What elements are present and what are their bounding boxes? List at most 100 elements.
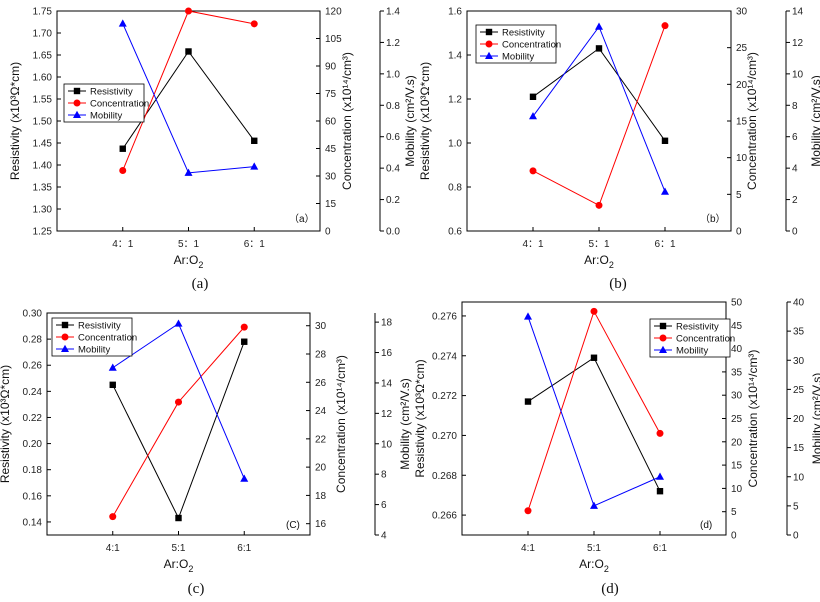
x-axis-tick-label: 6：1	[654, 239, 676, 250]
mobility-point	[656, 472, 664, 480]
right-axis-tick-label: 0	[793, 531, 799, 542]
left-axis-tick-label: 1.45	[33, 139, 53, 150]
left-axis-tick-label: 1.55	[33, 95, 53, 106]
mid-axis-tick-label: 20	[736, 80, 748, 91]
panel-caption: (c)	[188, 581, 205, 597]
right-axis-tick-label: 1.0	[386, 69, 400, 80]
mid-axis-tick-label: 24	[315, 406, 327, 417]
resistivity-point	[109, 381, 116, 389]
mid-axis-tick-label: 28	[315, 350, 327, 361]
resistivity-point	[241, 338, 248, 345]
legend-swatch-marker	[485, 40, 493, 48]
mid-axis-tick-label: 120	[325, 7, 342, 18]
legend-entry-concentration: Concentration	[676, 334, 735, 345]
left-axis-tick-label: 1.0	[448, 139, 462, 150]
right-axis-title: Mobility (cm²/V.s)	[398, 378, 412, 470]
mid-axis-tick-label: 60	[325, 117, 337, 128]
mid-axis-tick-label: 35	[731, 367, 743, 378]
mid-axis-tick-label: 20	[731, 437, 743, 448]
resistivity-point	[661, 137, 669, 144]
left-axis-tick-label: 1.30	[33, 205, 53, 216]
right-axis-tick-label: 0.2	[386, 195, 400, 206]
concentration-series-line	[527, 310, 661, 511]
x-axis-tick-label: 5:1	[587, 543, 601, 554]
mid-axis-tick-label: 15	[731, 461, 743, 472]
right-axis-tick-label: 30	[793, 356, 805, 367]
resistivity-point	[595, 45, 603, 52]
x-axis-tick-label: 6：1	[244, 239, 266, 250]
chart-panel-a: 1.251.301.351.401.451.501.551.601.651.70…	[8, 7, 417, 293]
chart-panel-b: 0.6 0.8 1.0 1.2 1.4 1.6 0 5 10 15 20 25 30 0 2 4 6 8 10 12 1…	[418, 7, 820, 293]
left-axis-tick-label: 1.65	[33, 51, 53, 62]
right-axis-tick-label: 20	[793, 414, 805, 425]
mid-axis-tick-label: 18	[315, 491, 327, 502]
concentration-series-line	[112, 326, 245, 517]
concentration-point	[529, 167, 537, 175]
right-axis-tick-label: 0.6	[386, 132, 400, 143]
legend-swatch-marker	[61, 321, 69, 329]
left-axis-tick-label: 0.8	[448, 183, 462, 194]
mid-axis-tick-label: 5	[736, 190, 742, 201]
legend-swatch-marker	[659, 345, 667, 353]
legend-entry-mobility: Mobility	[502, 52, 534, 63]
right-axis-tick-label: 6	[381, 500, 387, 511]
left-axis-tick-label: 1.25	[33, 227, 53, 238]
mobility-point	[661, 187, 669, 195]
x-axis-label: Ar:O2	[174, 253, 204, 270]
left-axis-tick-label: 1.4	[448, 51, 462, 62]
left-axis-title: Resistivity (x10³Ω*cm)	[413, 359, 427, 477]
mid-axis-tick-label: 30	[731, 391, 743, 402]
concentration-point	[109, 513, 117, 521]
mid-axis-tick-label: 50	[731, 298, 743, 309]
left-axis-tick-label: 0.26	[23, 361, 43, 372]
left-axis-tick-label: 1.40	[33, 161, 53, 172]
legend-swatch-marker	[61, 344, 69, 352]
mid-axis-tick-label: 16	[315, 519, 327, 530]
x-axis-tick-label: 5：1	[178, 239, 200, 250]
left-axis-title: Resistivity (x10³Ω*cm)	[418, 62, 432, 180]
right-axis-tick-label: 16	[381, 348, 393, 359]
right-axis-tick-label: 4	[381, 531, 387, 542]
left-axis-tick-label: 0.14	[23, 517, 43, 528]
right-axis-tick-label: 14	[381, 378, 393, 389]
resistivity-point	[656, 487, 664, 495]
chart-panel-d: 0.266 0.268 0.270 0.272 0.274 0.276 0 5 10 15 20 25…	[413, 298, 820, 598]
legend-swatch-marker	[73, 87, 81, 95]
mobility-point	[524, 312, 532, 320]
legend-entry-concentration: Concentration	[90, 99, 149, 110]
mid-axis-tick-label: 15	[736, 117, 748, 128]
left-axis-tick-label: 0.18	[23, 465, 43, 476]
x-axis-label: Ar:O2	[164, 557, 194, 574]
mobility-point	[108, 363, 117, 371]
legend-entry-resistivity: Resistivity	[90, 87, 133, 98]
right-axis-title: Mobility (cm²/V.s)	[403, 75, 417, 167]
mid-axis-tick-label: 30	[325, 172, 337, 183]
mid-axis-tick-label: 30	[736, 7, 748, 18]
mobility-point	[250, 162, 259, 170]
x-axis-tick-label: 4：1	[112, 239, 134, 250]
mid-axis-title: Concentration (x10¹⁴/cm³)	[340, 52, 354, 190]
legend-swatch-marker	[659, 334, 667, 342]
left-axis-tick-label: 0.270	[432, 431, 457, 442]
mobility-point	[118, 19, 127, 27]
right-axis-title: Mobility (cm²/V.s)	[810, 373, 820, 465]
left-axis-tick-label: 1.70	[33, 29, 53, 40]
right-axis-tick-label: 40	[793, 298, 805, 309]
mid-axis-tick-label: 10	[736, 153, 748, 164]
resistivity-point	[175, 514, 182, 522]
legend-entry-concentration: Concentration	[78, 333, 137, 344]
mid-axis-tick-label: 75	[325, 89, 337, 100]
right-axis-title: Mobility (cm²/V.s)	[809, 75, 820, 167]
right-axis-tick-label: 1.2	[386, 38, 400, 49]
right-axis-tick-label: 8	[381, 470, 387, 481]
resistivity-point	[590, 354, 598, 361]
left-axis-tick-label: 1.6	[448, 7, 462, 18]
left-axis-tick-label: 1.75	[33, 7, 53, 18]
concentration-point	[524, 507, 532, 515]
right-axis-tick-label: 12	[381, 409, 393, 420]
legend-swatch-marker	[61, 333, 69, 341]
left-axis-tick-label: 1.2	[448, 95, 462, 106]
right-axis-tick-label: 6	[792, 132, 798, 143]
